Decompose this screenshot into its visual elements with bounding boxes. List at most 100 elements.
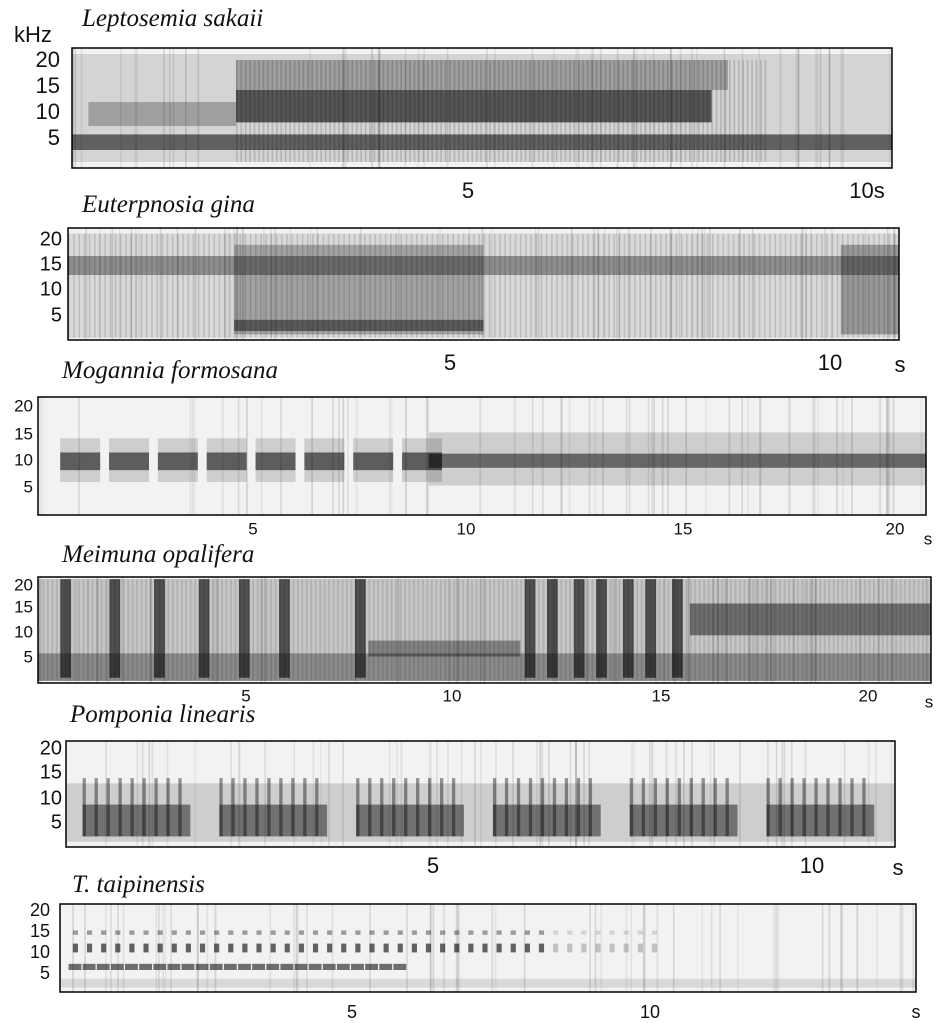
spectrogram-texture: [524, 577, 527, 683]
spectrogram-texture: [104, 579, 107, 681]
spectrogram-texture: [309, 48, 311, 168]
spectrogram-texture: [838, 778, 842, 837]
spectrogram-texture: [560, 60, 562, 162]
spectrogram-texture: [198, 579, 210, 678]
spectrogram-texture: [602, 397, 604, 515]
spectrogram-texture: [198, 579, 201, 681]
spectrogram-texture: [506, 579, 509, 681]
spectrogram-panel: [59, 903, 917, 993]
spectrogram-texture: [105, 741, 107, 847]
spectrogram-texture: [236, 90, 712, 123]
spectrogram-texture: [369, 60, 371, 162]
spectrogram-texture: [229, 579, 232, 681]
spectrogram-texture: [774, 233, 777, 338]
spectrogram-texture: [504, 778, 509, 837]
spectrogram-texture: [886, 579, 889, 681]
spectrogram-texture: [221, 397, 224, 515]
spectrogram-texture: [166, 233, 169, 338]
spectrogram-texture: [622, 579, 634, 678]
spectrogram-panel: [37, 396, 927, 516]
spectrogram-texture: [582, 233, 584, 338]
spectrogram-texture: [888, 233, 891, 338]
spectrogram-texture: [912, 904, 915, 992]
spectrogram-texture: [178, 778, 182, 837]
spectrogram-texture: [457, 577, 460, 683]
spectrogram-texture: [551, 579, 554, 681]
spectrogram-texture: [719, 904, 721, 992]
spectrogram-texture: [145, 233, 148, 338]
spectrogram-texture: [157, 930, 163, 935]
x-tick-label: 10: [640, 1002, 660, 1022]
x-tick-label: s: [893, 855, 904, 880]
spectrogram-texture: [351, 963, 364, 970]
spectrogram-texture: [118, 579, 121, 681]
spectrogram-texture: [859, 579, 862, 681]
spectrogram-texture: [66, 783, 895, 842]
spectrogram-texture: [332, 233, 335, 338]
spectrogram-texture: [663, 577, 666, 683]
spectrogram-texture: [162, 904, 165, 992]
x-tick-label: s: [912, 1002, 921, 1022]
spectrogram-texture: [379, 963, 393, 970]
spectrogram-texture: [280, 233, 283, 338]
x-tick-label: 10: [443, 686, 462, 705]
spectrogram-texture: [391, 60, 394, 162]
spectrogram-texture: [189, 579, 192, 681]
spectrogram-texture: [899, 579, 902, 681]
spectrogram-texture: [836, 397, 838, 515]
spectrogram-texture: [797, 48, 799, 168]
spectrogram-texture: [130, 233, 132, 338]
spectrogram-texture: [341, 943, 347, 953]
spectrogram-texture: [704, 397, 707, 515]
spectrogram-texture: [622, 579, 625, 681]
spectrogram-texture: [332, 579, 335, 681]
spectrogram-texture: [481, 228, 484, 340]
spectrogram-texture: [471, 579, 473, 681]
spectrogram-texture: [640, 60, 642, 162]
spectrogram-texture: [78, 579, 80, 681]
spectrogram-texture: [85, 228, 88, 340]
spectrogram-texture: [467, 233, 470, 338]
spectrogram-texture: [306, 904, 308, 992]
spectrogram-texture: [766, 804, 875, 837]
spectrogram-texture: [634, 233, 636, 338]
spectrogram-texture: [298, 60, 300, 162]
spectrogram-texture: [293, 741, 295, 847]
x-tick-label: 10: [818, 350, 842, 375]
spectrogram-texture: [411, 943, 417, 953]
spectrogram-texture: [316, 228, 318, 340]
spectrogram-texture: [587, 579, 589, 681]
spectrogram-texture: [96, 577, 99, 683]
spectrogram-texture: [765, 579, 768, 681]
spectrogram-texture: [296, 233, 299, 338]
spectrogram-texture: [709, 228, 711, 340]
spectrogram-texture: [457, 904, 459, 992]
spectrogram-texture: [895, 579, 898, 681]
spectrogram-texture: [713, 778, 717, 837]
spectrogram-texture: [177, 233, 179, 338]
spectrogram-texture: [623, 930, 629, 935]
spectrogram-texture: [219, 778, 223, 837]
spectrogram-texture: [564, 579, 567, 681]
spectrogram-texture: [256, 930, 262, 935]
spectrogram-texture: [118, 778, 122, 837]
spectrogram-texture: [841, 579, 844, 681]
spectrogram-texture: [653, 60, 656, 162]
spectrogram-texture: [732, 233, 735, 338]
spectrogram-texture: [697, 228, 699, 340]
spectrogram-texture: [920, 397, 923, 515]
spectrogram-texture: [243, 778, 247, 837]
spectrogram-texture: [680, 579, 683, 681]
spectrogram-texture: [397, 930, 403, 935]
spectrogram-texture: [72, 930, 78, 935]
spectrogram-texture: [756, 577, 759, 683]
spectrogram-texture: [656, 904, 659, 992]
spectrogram-texture: [417, 579, 420, 681]
spectrogram-texture: [327, 943, 333, 953]
spectrogram-texture: [805, 228, 807, 340]
spectrogram-texture: [381, 579, 384, 681]
spectrogram-texture: [468, 930, 474, 935]
spectrogram-texture: [279, 579, 281, 681]
spectrogram-texture: [677, 778, 681, 837]
spectrogram-texture: [171, 930, 177, 935]
